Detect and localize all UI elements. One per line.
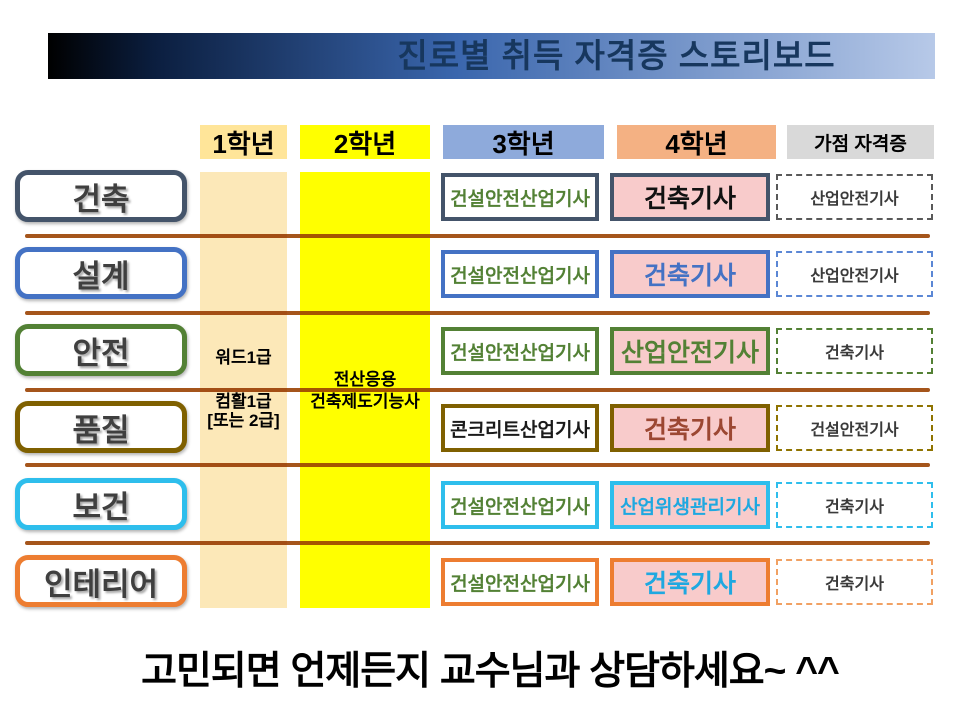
cert-box-year4: 건축기사 <box>610 558 770 606</box>
track-label: 인테리어 <box>15 555 187 607</box>
cert-box-bonus: 산업안전기사 <box>776 251 933 297</box>
year2-note-cad: 전산응용 건축제도기능사 <box>298 369 432 413</box>
cert-box-year4: 건축기사 <box>610 404 770 452</box>
row-divider <box>25 463 930 467</box>
year1-note-computer: 컴활1급 [또는 2급] <box>198 392 289 430</box>
column-header-year1: 1학년 <box>200 125 287 159</box>
year2-note-line2: 건축제도기능사 <box>310 392 420 411</box>
cert-box-bonus: 산업안전기사 <box>776 174 933 220</box>
cert-box-year3: 건설안전산업기사 <box>441 250 599 298</box>
row-divider <box>25 234 930 238</box>
cert-box-year4: 산업위생관리기사 <box>610 481 770 529</box>
column-header-bonus: 가점 자격증 <box>787 125 934 159</box>
cert-box-year4: 산업안전기사 <box>610 327 770 375</box>
row-divider <box>25 541 930 545</box>
cert-box-year4: 건축기사 <box>610 173 770 221</box>
year1-note-line3: [또는 2급] <box>207 411 280 430</box>
cert-box-bonus: 건축기사 <box>776 328 933 374</box>
row-divider <box>25 311 930 315</box>
cert-box-year3: 콘크리트산업기사 <box>441 404 599 452</box>
cert-box-bonus: 건축기사 <box>776 559 933 605</box>
footer-message: 고민되면 언제든지 교수님과 상담하세요~ ^^ <box>141 650 840 693</box>
year1-note-word: 워드1급 <box>215 348 272 367</box>
track-label: 보건 <box>15 478 187 530</box>
cert-box-bonus: 건축기사 <box>776 482 933 528</box>
year1-note-line2: 컴활1급 <box>215 392 272 411</box>
cert-box-year4: 건축기사 <box>610 250 770 298</box>
year2-note-line1: 전산응용 <box>333 370 397 389</box>
cert-box-bonus: 건설안전기사 <box>776 405 933 451</box>
track-label: 품질 <box>15 401 187 453</box>
column-header-year3: 3학년 <box>443 125 604 159</box>
cert-box-year3: 건설안전산업기사 <box>441 173 599 221</box>
cert-box-year3: 건설안전산업기사 <box>441 481 599 529</box>
row-divider <box>25 388 930 392</box>
column-header-year4: 4학년 <box>617 125 776 159</box>
cert-box-year3: 건설안전산업기사 <box>441 558 599 606</box>
slide-title: 진로별 취득 자격증 스토리보드 <box>397 37 836 74</box>
track-label: 건축 <box>15 170 187 222</box>
cert-box-year3: 건설안전산업기사 <box>441 327 599 375</box>
track-label: 설계 <box>15 247 187 299</box>
track-label: 안전 <box>15 324 187 376</box>
column-header-year2: 2학년 <box>300 125 430 159</box>
title-banner: 진로별 취득 자격증 스토리보드 <box>48 33 935 79</box>
